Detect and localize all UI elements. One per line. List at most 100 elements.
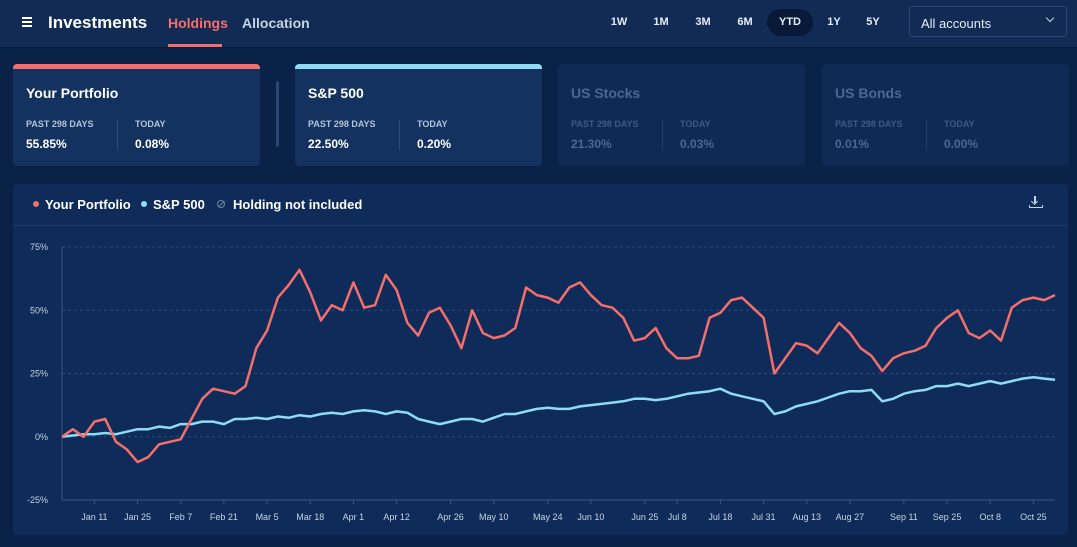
period-label: PAST 298 DAYS (571, 119, 639, 129)
today-label: TODAY (944, 119, 975, 129)
menu-bar (22, 17, 32, 19)
account-select-label: All accounts (921, 16, 992, 31)
card-divider (399, 120, 400, 150)
card-separator (276, 81, 279, 147)
summary-card[interactable]: Your Portfolio PAST 298 DAYS 55.85% TODAY 0.… (13, 64, 260, 166)
range-button[interactable]: 6M (722, 9, 768, 36)
range-label: 6M (737, 16, 753, 28)
x-tick-label: Sep 11 (890, 512, 918, 522)
y-tick-label: 25% (30, 369, 48, 379)
range-button[interactable]: 5Y (850, 9, 896, 36)
today-label: TODAY (417, 119, 448, 129)
x-tick-label: Mar 18 (296, 512, 324, 522)
period-label: PAST 298 DAYS (308, 119, 376, 129)
x-tick-label: Sep 25 (933, 512, 962, 522)
x-tick-label: Jan 11 (81, 512, 107, 522)
x-tick-label: Jun 10 (577, 512, 604, 522)
series-line (61, 376, 1056, 439)
menu-bar (22, 21, 32, 23)
y-tick-label: 50% (30, 305, 48, 315)
range-button[interactable]: 1M (638, 9, 684, 36)
range-label: 1W (610, 16, 628, 28)
line-chart: -25% 0% 25% 50% 75% Jan 11 Jan 25 Feb 7 Feb 21 Ma… (27, 242, 1056, 522)
x-tick-label: May 10 (479, 512, 509, 522)
x-tick-label: Jul 8 (668, 512, 687, 522)
period-label: PAST 298 DAYS (26, 119, 94, 129)
period-value: 21.30% (571, 137, 612, 151)
summary-card[interactable]: US Bonds PAST 298 DAYS 0.01% TODAY 0.00% (822, 64, 1069, 166)
x-tick-label: May 24 (533, 512, 563, 522)
card-divider (662, 120, 663, 150)
account-select[interactable]: All accounts (909, 6, 1067, 37)
range-label: YTD (779, 16, 801, 28)
legend-excluded-icon (217, 200, 225, 208)
x-tick-label: Mar 5 (256, 512, 279, 522)
x-tick-label: Aug 27 (836, 512, 865, 522)
x-tick-label: Jan 25 (124, 512, 151, 522)
y-tick-label: 75% (30, 242, 48, 252)
x-tick-label: Jul 31 (752, 512, 776, 522)
legend-label: Your Portfolio (45, 197, 131, 212)
panel-divider (13, 225, 1068, 226)
card-divider (117, 120, 118, 150)
today-value: 0.03% (680, 137, 715, 151)
download-button[interactable] (1028, 195, 1043, 209)
range-label: 5Y (866, 16, 880, 28)
today-value: 0.20% (417, 137, 452, 151)
header: Investments Holdings Allocation 1W 1M 3M 6M YTD… (0, 0, 1077, 48)
x-tick-label: Oct 8 (979, 512, 1001, 522)
series-line (61, 268, 1056, 464)
x-tick-label: Apr 12 (383, 512, 410, 522)
x-tick-label: Feb 21 (210, 512, 238, 522)
x-tick-label: Apr 26 (437, 512, 464, 522)
nav-tab[interactable]: Allocation (242, 15, 310, 31)
y-tick-label: -25% (27, 495, 48, 505)
card-accent (295, 64, 542, 69)
card-divider (926, 120, 927, 150)
range-label: 3M (695, 16, 711, 28)
period-value: 22.50% (308, 137, 349, 151)
card-accent (13, 64, 260, 69)
x-tick-label: Oct 25 (1020, 512, 1047, 522)
range-button[interactable]: 3M (680, 9, 726, 36)
period-value: 0.01% (835, 137, 870, 151)
active-tab-underline (168, 44, 222, 47)
card-title: US Bonds (835, 85, 902, 101)
period-value: 55.85% (26, 137, 67, 151)
x-tick-label: Jul 18 (708, 512, 732, 522)
card-title: Your Portfolio (26, 85, 119, 101)
legend-dot (33, 201, 39, 207)
download-arrow (1034, 196, 1036, 203)
menu-button[interactable] (20, 15, 34, 29)
x-tick-label: Feb 7 (169, 512, 192, 522)
legend-label: Holding not included (233, 197, 363, 212)
range-label: 1M (653, 16, 669, 28)
x-tick-label: Jun 25 (631, 512, 658, 522)
menu-bar (22, 25, 32, 27)
today-label: TODAY (680, 119, 711, 129)
range-label: 1Y (827, 16, 841, 28)
nav-tab[interactable]: Holdings (168, 15, 228, 31)
range-button[interactable]: 1Y (811, 9, 857, 36)
x-tick-label: Aug 13 (792, 512, 821, 522)
summary-card[interactable]: S&P 500 PAST 298 DAYS 22.50% TODAY 0.20% (295, 64, 542, 166)
today-label: TODAY (135, 119, 166, 129)
period-label: PAST 298 DAYS (835, 119, 903, 129)
summary-card[interactable]: US Stocks PAST 298 DAYS 21.30% TODAY 0.03% (558, 64, 805, 166)
y-tick-label: 0% (35, 432, 48, 442)
x-tick-label: Apr 1 (343, 512, 365, 522)
legend-dot (141, 201, 147, 207)
chart-panel: Your Portfolio S&P 500 Holding not include… (13, 184, 1068, 535)
dropdown-caret (1045, 13, 1055, 23)
legend-label: S&P 500 (153, 197, 205, 212)
app-title: Investments (48, 13, 148, 32)
card-title: S&P 500 (308, 85, 364, 101)
today-value: 0.00% (944, 137, 979, 151)
download-tray (1029, 205, 1043, 208)
card-title: US Stocks (571, 85, 641, 101)
range-button[interactable]: 1W (596, 9, 642, 36)
today-value: 0.08% (135, 137, 170, 151)
range-button[interactable]: YTD (767, 9, 813, 36)
